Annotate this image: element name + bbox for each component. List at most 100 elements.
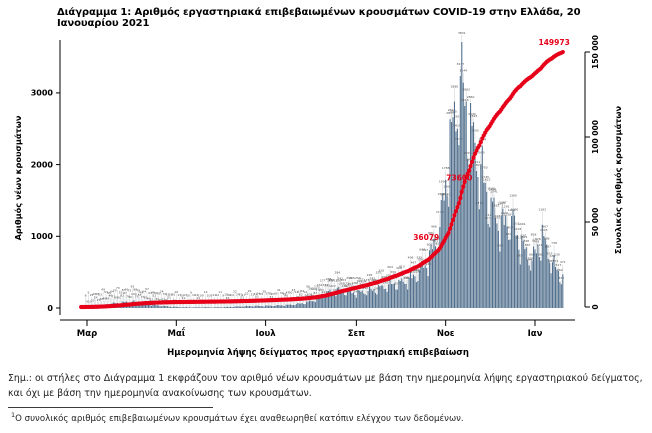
bar-value-label: 284 <box>334 271 340 275</box>
daily-cases-bar <box>393 283 395 308</box>
daily-cases-bar <box>521 236 523 308</box>
bar-value-label: 70 <box>300 289 304 293</box>
daily-cases-bar <box>512 210 514 308</box>
daily-cases-bar <box>347 291 349 308</box>
cumulative-marker <box>464 175 469 180</box>
bar-value-label: 268 <box>371 278 377 282</box>
bar-value-label: 2305 <box>471 129 479 133</box>
bar-value-label: 87 <box>122 288 126 292</box>
bar-value-label: 27 <box>283 292 287 296</box>
daily-cases-bar <box>562 274 564 308</box>
bar-value-label: 1865 <box>465 157 473 161</box>
daily-cases-bar <box>534 249 536 308</box>
bar-value-label: 206 <box>349 276 355 280</box>
daily-cases-bar <box>219 307 221 308</box>
daily-cases-bar <box>260 305 262 308</box>
daily-cases-bar <box>409 272 412 308</box>
bar-value-label: 35 <box>157 291 161 295</box>
bar-value-label: 2272 <box>455 137 463 141</box>
daily-cases-bar <box>202 307 204 308</box>
daily-cases-bar <box>461 42 463 308</box>
footnote-superscript: 1 <box>11 411 16 419</box>
bar-value-label: 1018 <box>514 227 522 231</box>
bar-value-label: 11 <box>218 290 222 294</box>
daily-cases-bar <box>193 307 195 308</box>
daily-cases-bar <box>206 307 208 308</box>
daily-cases-bar <box>246 305 248 308</box>
bar-value-label: 1499 <box>440 193 448 197</box>
bar-value-label: 25 <box>158 298 162 302</box>
daily-cases-bar <box>181 307 183 308</box>
daily-cases-bar <box>298 303 300 308</box>
cumulative-marker <box>560 49 565 55</box>
bar-value-label: 52 <box>152 293 156 297</box>
daily-cases-bar <box>205 307 207 308</box>
bar-value-label: 949 <box>506 232 512 236</box>
daily-cases-bar <box>369 286 371 308</box>
daily-cases-bar <box>475 170 477 308</box>
daily-cases-bar <box>278 305 280 308</box>
daily-cases-bar <box>250 306 252 308</box>
bar-value-label: 90 <box>306 285 310 289</box>
daily-cases-bar <box>165 305 167 308</box>
daily-cases-bar <box>254 305 256 308</box>
bar-value-label: 227 <box>358 278 364 282</box>
daily-cases-bar <box>161 306 163 308</box>
daily-cases-bar <box>149 304 151 308</box>
daily-cases-bar <box>388 284 390 308</box>
bar-value-label: 1290 <box>511 208 519 212</box>
daily-cases-bar <box>503 224 505 308</box>
daily-cases-bar <box>532 246 535 308</box>
bar-value-label: 1541 <box>490 190 498 194</box>
daily-cases-bar <box>440 199 442 308</box>
daily-cases-bar <box>524 249 526 308</box>
daily-cases-bar <box>320 295 322 308</box>
daily-cases-bar <box>382 285 384 308</box>
bar-value-label: 2594 <box>448 108 456 112</box>
daily-cases-bar <box>224 307 226 308</box>
daily-cases-bar <box>240 306 242 308</box>
footnote-divider <box>8 407 213 408</box>
daily-cases-bar <box>292 304 294 308</box>
daily-cases-bar <box>439 226 441 308</box>
bar-value-label: 763 <box>534 239 540 243</box>
bar-value-label: 48 <box>284 294 288 298</box>
bar-value-label: 316 <box>378 268 384 272</box>
bar-value-label: 32 <box>161 298 165 302</box>
bar-value-label: 178 <box>364 278 370 282</box>
bar-value-label: 9 <box>86 299 88 303</box>
daily-cases-bar <box>415 282 417 308</box>
cumulative-line-markers <box>79 49 565 310</box>
daily-cases-bar <box>442 193 444 308</box>
cumulative-marker <box>446 230 451 236</box>
bar-value-label: 78 <box>136 288 140 292</box>
daily-cases-bar <box>490 197 492 308</box>
daily-cases-bar <box>218 307 220 308</box>
daily-cases-bar <box>522 241 524 308</box>
bar-value-label: 30 <box>163 292 167 296</box>
cumulative-marker <box>462 179 467 185</box>
bar-value-label: 13 <box>177 293 181 297</box>
daily-cases-bar <box>313 300 315 308</box>
bar-value-label: 535 <box>416 256 422 260</box>
bar-value-label: 330 <box>386 273 392 277</box>
bar-value-label: 34 <box>256 292 260 296</box>
bar-value-label: 103 <box>307 293 313 297</box>
bar-value-label: 1484 <box>489 188 497 192</box>
daily-cases-bar <box>303 304 305 308</box>
daily-cases-bar <box>550 273 552 308</box>
bar-value-label: 31 <box>270 295 274 299</box>
daily-cases-bar <box>371 290 374 308</box>
bar-value-label: 46 <box>147 297 151 301</box>
bar-value-label: 41 <box>277 288 281 292</box>
daily-cases-bar <box>335 296 337 308</box>
daily-cases-bar <box>215 307 217 308</box>
bar-value-label: 594 <box>526 257 532 261</box>
bar-value-label: 362 <box>557 268 563 272</box>
daily-cases-bar <box>408 277 410 308</box>
daily-cases-bar <box>275 305 277 308</box>
daily-cases-bar <box>212 307 214 308</box>
daily-cases-bar <box>143 303 145 308</box>
bar-value-label: 23 <box>166 292 170 296</box>
bar-value-label: 1160 <box>500 211 508 215</box>
